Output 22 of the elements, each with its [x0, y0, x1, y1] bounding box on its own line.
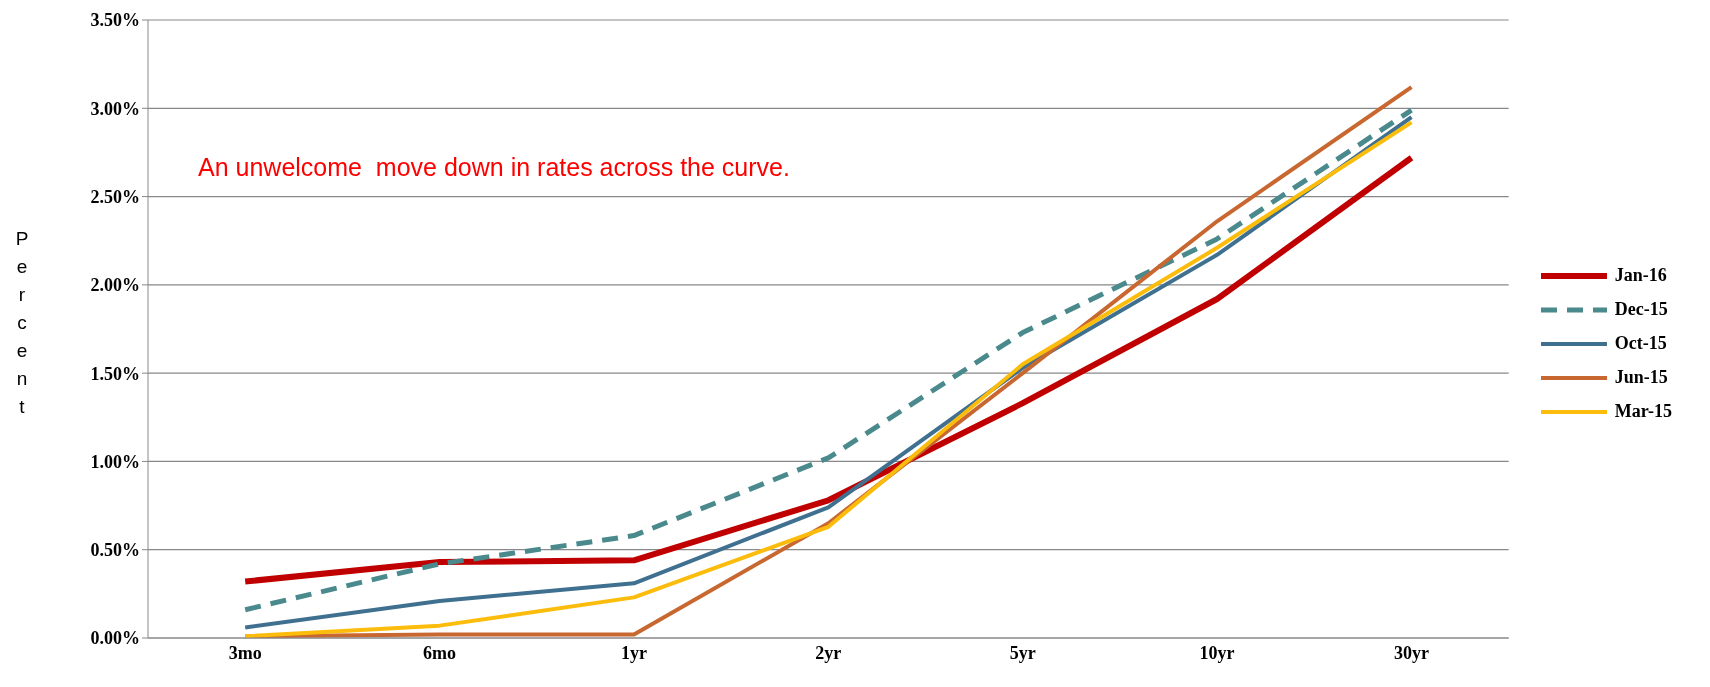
- legend-label: Jun-15: [1614, 367, 1668, 388]
- legend-label: Mar-15: [1614, 401, 1672, 422]
- y-tick-label: 2.50%: [90, 186, 140, 207]
- x-tick-label: 5yr: [1009, 642, 1036, 663]
- y-tick-label: 0.50%: [90, 540, 140, 561]
- legend-label: Jan-16: [1614, 265, 1667, 286]
- x-tick-label: 3mo: [228, 642, 262, 663]
- y-tick-label: 1.50%: [90, 363, 140, 384]
- y-axis-title: Percent: [15, 228, 29, 417]
- x-tick-label: 30yr: [1394, 642, 1429, 663]
- x-tick-label: 6mo: [423, 642, 457, 663]
- y-tick-label: 1.00%: [90, 451, 140, 472]
- x-tick-label: 10yr: [1199, 642, 1235, 663]
- legend-label: Oct-15: [1614, 333, 1667, 354]
- legend-label: Dec-15: [1614, 299, 1668, 320]
- y-tick-label: 3.50%: [90, 10, 140, 31]
- y-tick-label: 0.00%: [90, 628, 140, 649]
- x-tick-label: 1yr: [620, 642, 647, 663]
- y-tick-label: 3.00%: [90, 98, 140, 119]
- y-tick-label: 2.00%: [90, 275, 140, 296]
- x-tick-label: 2yr: [815, 642, 842, 663]
- annotation: An unwelcome move down in rates across the curve.: [198, 153, 790, 182]
